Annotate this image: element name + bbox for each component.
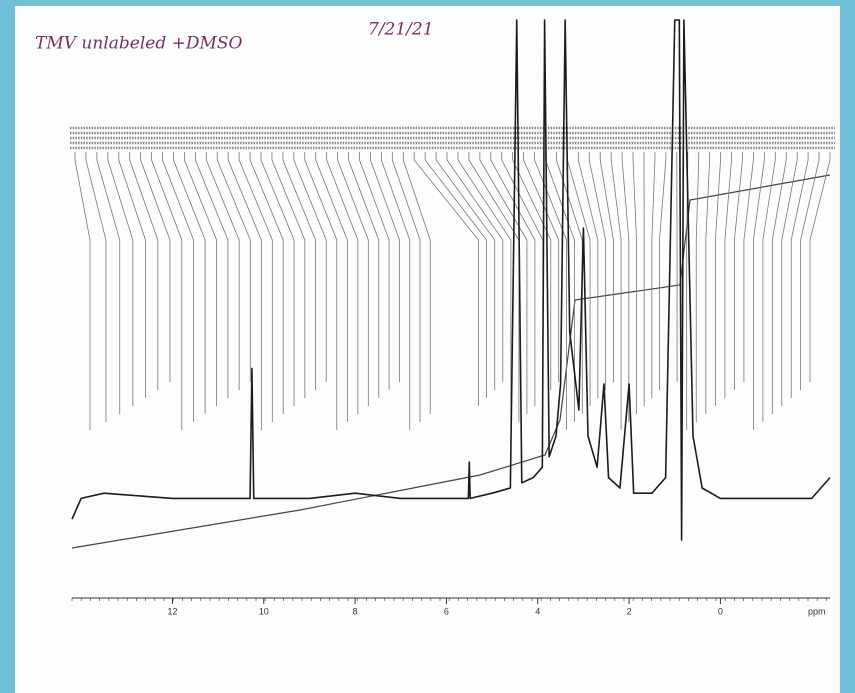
x-tick-label: 8	[353, 606, 358, 616]
x-tick-label: 4	[535, 606, 540, 616]
x-axis-label: ppm	[808, 606, 826, 616]
x-tick-label: 10	[259, 606, 269, 616]
x-tick-label: 6	[444, 606, 449, 616]
paper	[15, 6, 840, 693]
chart-subtitle: 7/21/21	[368, 20, 434, 40]
x-tick-label: 2	[627, 606, 632, 616]
chart: TMV unlabeled +DMSO 7/21/21 ppm 12 10 8 6 4 2…	[0, 0, 855, 693]
chart-title: TMV unlabeled +DMSO	[35, 34, 243, 54]
x-tick-label: 12	[167, 606, 177, 616]
page: {"chart_data": { "type": "line", "title"…	[0, 0, 855, 693]
x-tick-label: 0	[718, 606, 723, 616]
